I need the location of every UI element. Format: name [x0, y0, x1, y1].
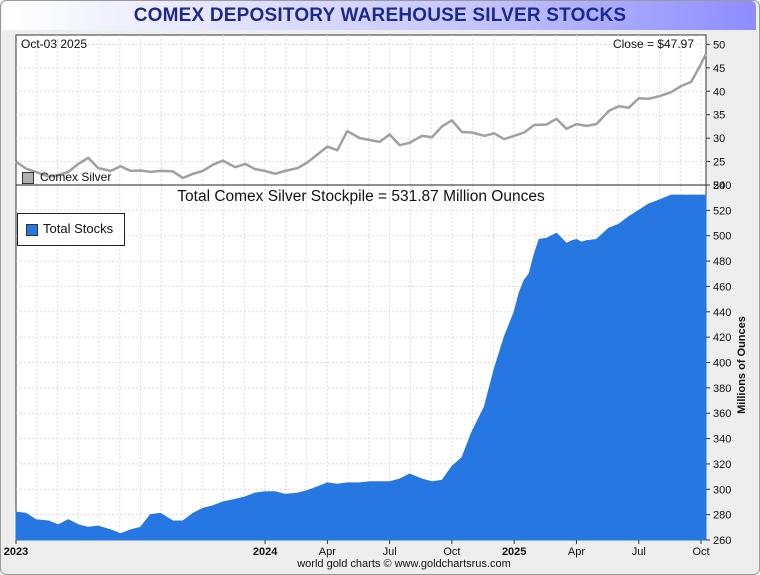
silver-price-line	[15, 53, 708, 180]
bottom-y-tick-label: 520	[713, 205, 731, 217]
stocks-area	[15, 194, 707, 541]
x-tick-label: Jul	[383, 546, 397, 558]
top-y-tick-label: 50	[713, 39, 725, 51]
top-y-tick-label: 35	[713, 110, 725, 122]
top-plot-background	[15, 34, 707, 186]
top-y-tick-label: 45	[713, 63, 725, 75]
x-tick-label: Jul	[632, 546, 646, 558]
x-tick-label: 2023	[4, 546, 28, 558]
chart-title: COMEX DEPOSITORY WAREHOUSE SILVER STOCKS	[133, 5, 627, 26]
bottom-y-tick-label: 280	[713, 510, 731, 522]
close-price-label: Close = $47.97	[612, 37, 694, 51]
x-tick-label: Apr	[319, 546, 336, 558]
x-tick-label: 2025	[502, 546, 526, 558]
bottom-y-tick-label: 360	[713, 408, 731, 420]
title-bar	[2, 1, 756, 30]
bottom-y-tick-label: 460	[713, 281, 731, 293]
top-y-tick-label: 20	[713, 180, 725, 192]
date-label: Oct-03 2025	[21, 37, 88, 51]
bottom-y-tick-label: 300	[713, 484, 731, 496]
x-tick-label: Oct	[443, 546, 460, 558]
bottom-y-tick-label: 400	[713, 358, 731, 370]
silver-legend-swatch	[22, 172, 34, 184]
stocks-legend-label: Total Stocks	[43, 221, 114, 236]
x-tick-label: Apr	[568, 546, 585, 558]
top-y-tick-label: 30	[713, 133, 725, 145]
bottom-y-tick-label: 500	[713, 231, 731, 243]
top-y-tick-label: 40	[713, 86, 725, 98]
stocks-legend-swatch	[26, 224, 38, 236]
bottom-y-tick-label: 540	[713, 180, 731, 192]
stocks-area-layer	[15, 194, 707, 541]
top-gridlines	[16, 35, 706, 186]
y-axis-label: Millions of Ounces	[736, 316, 748, 414]
bottom-y-tick-label: 480	[713, 256, 731, 268]
stocks-legend: Total Stocks	[17, 213, 125, 246]
axis-labels: 2025303540455026028030032034036038040042…	[4, 39, 732, 558]
x-tick-label: 2024	[253, 546, 278, 558]
bottom-y-tick-label: 380	[713, 383, 731, 395]
bottom-y-tick-label: 340	[713, 434, 731, 446]
top-y-tick-label: 25	[713, 157, 725, 169]
stockpile-title: Total Comex Silver Stockpile = 531.87 Mi…	[177, 188, 545, 205]
silver-legend-label: Comex Silver	[40, 170, 112, 184]
silver-line-layer	[15, 53, 708, 180]
bottom-y-tick-label: 420	[713, 332, 731, 344]
bottom-y-tick-label: 320	[713, 459, 731, 471]
x-tick-label: Oct	[692, 546, 709, 558]
bottom-y-tick-label: 440	[713, 307, 731, 319]
credit-footer: world gold charts © www.goldchartsrus.co…	[297, 558, 511, 570]
bottom-y-tick-label: 260	[713, 535, 731, 547]
